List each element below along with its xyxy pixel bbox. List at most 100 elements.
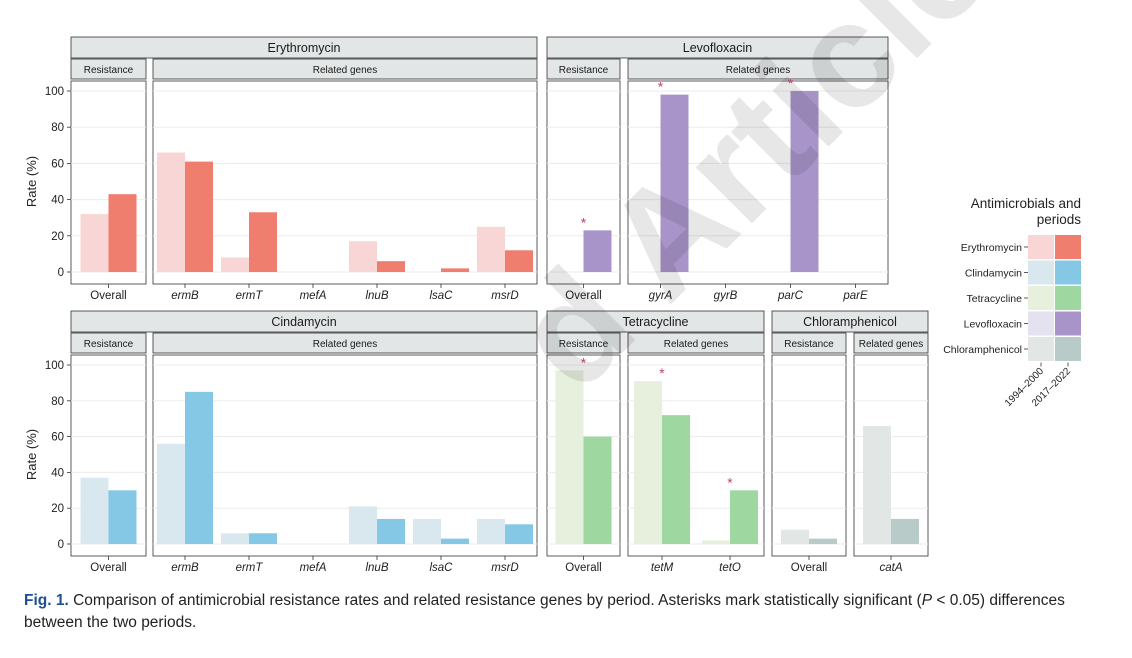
- bar-2017-2022-tetracycline-related-genes-teto: [730, 490, 758, 544]
- bar-1994-2000-erythromycin-resistance-overall: [80, 214, 109, 272]
- figure-caption: Fig. 1. Comparison of antimicrobial resi…: [24, 590, 1114, 634]
- y-tick-label-row0-80: 80: [51, 122, 64, 134]
- legend-swatch-1994-2000-clindamycin: [1028, 260, 1054, 285]
- bar-2017-2022-chloramphenicol-related-genes-cata: [891, 518, 919, 544]
- bar-2017-2022-chloramphenicol-resistance-overall: [809, 538, 837, 544]
- substrip-label-chloramphenicol-resistance: Resistance: [784, 339, 834, 350]
- y-axis-label-row0: Rate (%): [24, 156, 39, 207]
- bar-2017-2022-erythromycin-related-genes-lsac: [441, 268, 469, 272]
- bar-2017-2022-cindamycin-related-genes-ermb: [185, 391, 213, 544]
- bar-1994-2000-chloramphenicol-resistance-overall: [781, 529, 809, 544]
- x-tick-label-chloramphenicol-resistance-overall: Overall: [791, 562, 827, 574]
- strip-levofloxacin: [546, 36, 889, 59]
- x-tick-label-tetracycline-related-genes-teto: tetO: [719, 562, 741, 574]
- resistance-rate-chart: Erythromycin Resistance Overall Related gen…: [24, 36, 1082, 574]
- substrip-chloramphenicol-related-genes: [853, 332, 929, 354]
- substrip-label-erythromycin-related-genes: Related genes: [313, 65, 378, 76]
- strip-cindamycin: [70, 310, 538, 333]
- legend-swatch-1994-2000-chloramphenicol: [1028, 337, 1054, 361]
- legend-label-clindamycin: Clindamycin: [965, 268, 1022, 280]
- x-tick-label-cindamycin-related-genes-ermt: ermT: [236, 562, 264, 574]
- bar-2017-2022-erythromycin-resistance-overall: [108, 194, 137, 272]
- y-tick-label-row1-60: 60: [51, 432, 64, 444]
- significance-asterisk-tetracycline-related-genes-teto: *: [727, 474, 733, 490]
- substrip-erythromycin-related-genes: [152, 58, 538, 80]
- y-tick-label-row0-0: 0: [58, 267, 64, 279]
- legend-label-erythromycin: Erythromycin: [961, 242, 1022, 254]
- strip-label-levofloxacin: Levofloxacin: [683, 41, 753, 55]
- bar-1994-2000-cindamycin-related-genes-lsac: [413, 518, 441, 544]
- legend-swatch-1994-2000-levofloxacin: [1028, 311, 1054, 336]
- y-tick-label-row1-0: 0: [58, 539, 64, 551]
- panel-erythromycin-related-genes: [152, 80, 538, 285]
- substrip-label-cindamycin-related-genes: Related genes: [313, 339, 378, 350]
- y-axis-label-row1: Rate (%): [24, 429, 39, 480]
- substrip-label-cindamycin-resistance: Resistance: [84, 339, 134, 350]
- x-tick-label-erythromycin-related-genes-ermb: ermB: [171, 290, 199, 302]
- caption-text-b: < 0.05) differences between the two peri…: [24, 592, 1065, 631]
- bar-1994-2000-tetracycline-resistance-overall: [555, 370, 584, 544]
- bar-2017-2022-cindamycin-resistance-overall: [108, 490, 137, 544]
- x-tick-label-levofloxacin-related-genes-parc: parC: [777, 290, 804, 302]
- legend-label-tetracycline: Tetracycline: [967, 293, 1023, 305]
- bar-2017-2022-erythromycin-related-genes-msrd: [505, 250, 533, 272]
- bar-1994-2000-cindamycin-related-genes-ermb: [157, 443, 185, 544]
- bar-2017-2022-erythromycin-related-genes-ermb: [185, 161, 213, 272]
- x-tick-label-cindamycin-related-genes-mefa: mefA: [300, 562, 327, 574]
- significance-asterisk-tetracycline-related-genes-tetm: *: [659, 365, 665, 381]
- legend-swatch-2017-2022-levofloxacin: [1055, 311, 1081, 336]
- bar-1994-2000-cindamycin-resistance-overall: [80, 477, 109, 544]
- legend-label-chloramphenicol: Chloramphenicol: [943, 344, 1022, 356]
- caption-text-a: Comparison of antimicrobial resistance r…: [73, 592, 922, 609]
- bar-2017-2022-erythromycin-related-genes-ermt: [249, 212, 277, 272]
- legend-swatch-1994-2000-tetracycline: [1028, 286, 1054, 310]
- legend-swatch-2017-2022-tetracycline: [1055, 286, 1081, 310]
- legend-title-line1: Antimicrobials and: [971, 196, 1081, 211]
- substrip-label-levofloxacin-resistance: Resistance: [559, 65, 609, 76]
- strip-label-tetracycline: Tetracycline: [623, 315, 689, 329]
- strip-label-erythromycin: Erythromycin: [268, 41, 341, 55]
- bar-2017-2022-tetracycline-related-genes-tetm: [662, 415, 690, 544]
- strip-tetracycline: [546, 310, 765, 333]
- substrip-cindamycin-resistance: [70, 332, 147, 354]
- x-tick-label-erythromycin-related-genes-ermt: ermT: [236, 290, 264, 302]
- substrip-label-levofloxacin-related-genes: Related genes: [726, 65, 791, 76]
- bar-1994-2000-tetracycline-related-genes-teto: [702, 540, 730, 544]
- x-tick-label-chloramphenicol-related-genes-cata: catA: [879, 562, 902, 574]
- substrip-chloramphenicol-resistance: [771, 332, 847, 354]
- bar-1994-2000-cindamycin-related-genes-ermt: [221, 533, 249, 544]
- substrip-levofloxacin-related-genes: [627, 58, 889, 80]
- y-tick-label-row1-80: 80: [51, 396, 64, 408]
- y-tick-label-row1-20: 20: [51, 503, 64, 515]
- bar-2017-2022-cindamycin-related-genes-msrd: [505, 524, 533, 544]
- legend-title-line2: periods: [1037, 212, 1082, 227]
- x-tick-label-tetracycline-resistance-overall: Overall: [565, 562, 601, 574]
- bar-2017-2022-tetracycline-resistance-overall: [583, 436, 612, 544]
- strip-label-chloramphenicol: Chloramphenicol: [803, 315, 897, 329]
- y-tick-label-row0-100: 100: [45, 86, 64, 98]
- bar-1994-2000-tetracycline-related-genes-tetm: [634, 381, 662, 544]
- bar-1994-2000-chloramphenicol-related-genes-cata: [863, 425, 891, 544]
- substrip-cindamycin-related-genes: [152, 332, 538, 354]
- strip-erythromycin: [70, 36, 538, 59]
- significance-asterisk-levofloxacin-resistance-overall: *: [581, 214, 587, 230]
- substrip-label-chloramphenicol-related-genes: Related genes: [859, 339, 924, 350]
- bar-1994-2000-erythromycin-related-genes-msrd: [477, 226, 505, 272]
- x-tick-label-levofloxacin-resistance-overall: Overall: [565, 290, 601, 302]
- bar-1994-2000-erythromycin-related-genes-lnub: [349, 241, 377, 272]
- legend-swatch-2017-2022-clindamycin: [1055, 260, 1081, 285]
- substrip-tetracycline-related-genes: [627, 332, 765, 354]
- panel-cindamycin-related-genes: [152, 354, 538, 557]
- bar-1994-2000-cindamycin-related-genes-msrd: [477, 518, 505, 544]
- bar-2017-2022-levofloxacin-related-genes-gyra: [660, 94, 689, 273]
- x-tick-label-erythromycin-related-genes-mefa: mefA: [300, 290, 327, 302]
- caption-fig-label: Fig. 1.: [24, 592, 69, 609]
- x-tick-label-levofloxacin-related-genes-pare: parE: [842, 290, 868, 302]
- x-tick-label-erythromycin-related-genes-lnub: lnuB: [365, 290, 388, 302]
- substrip-label-tetracycline-related-genes: Related genes: [664, 339, 729, 350]
- significance-asterisk-levofloxacin-related-genes-parc: *: [788, 75, 794, 91]
- bar-1994-2000-cindamycin-related-genes-lnub: [349, 506, 377, 544]
- y-tick-label-row0-20: 20: [51, 231, 64, 243]
- x-tick-label-cindamycin-related-genes-lnub: lnuB: [365, 562, 388, 574]
- x-tick-label-erythromycin-resistance-overall: Overall: [90, 290, 126, 302]
